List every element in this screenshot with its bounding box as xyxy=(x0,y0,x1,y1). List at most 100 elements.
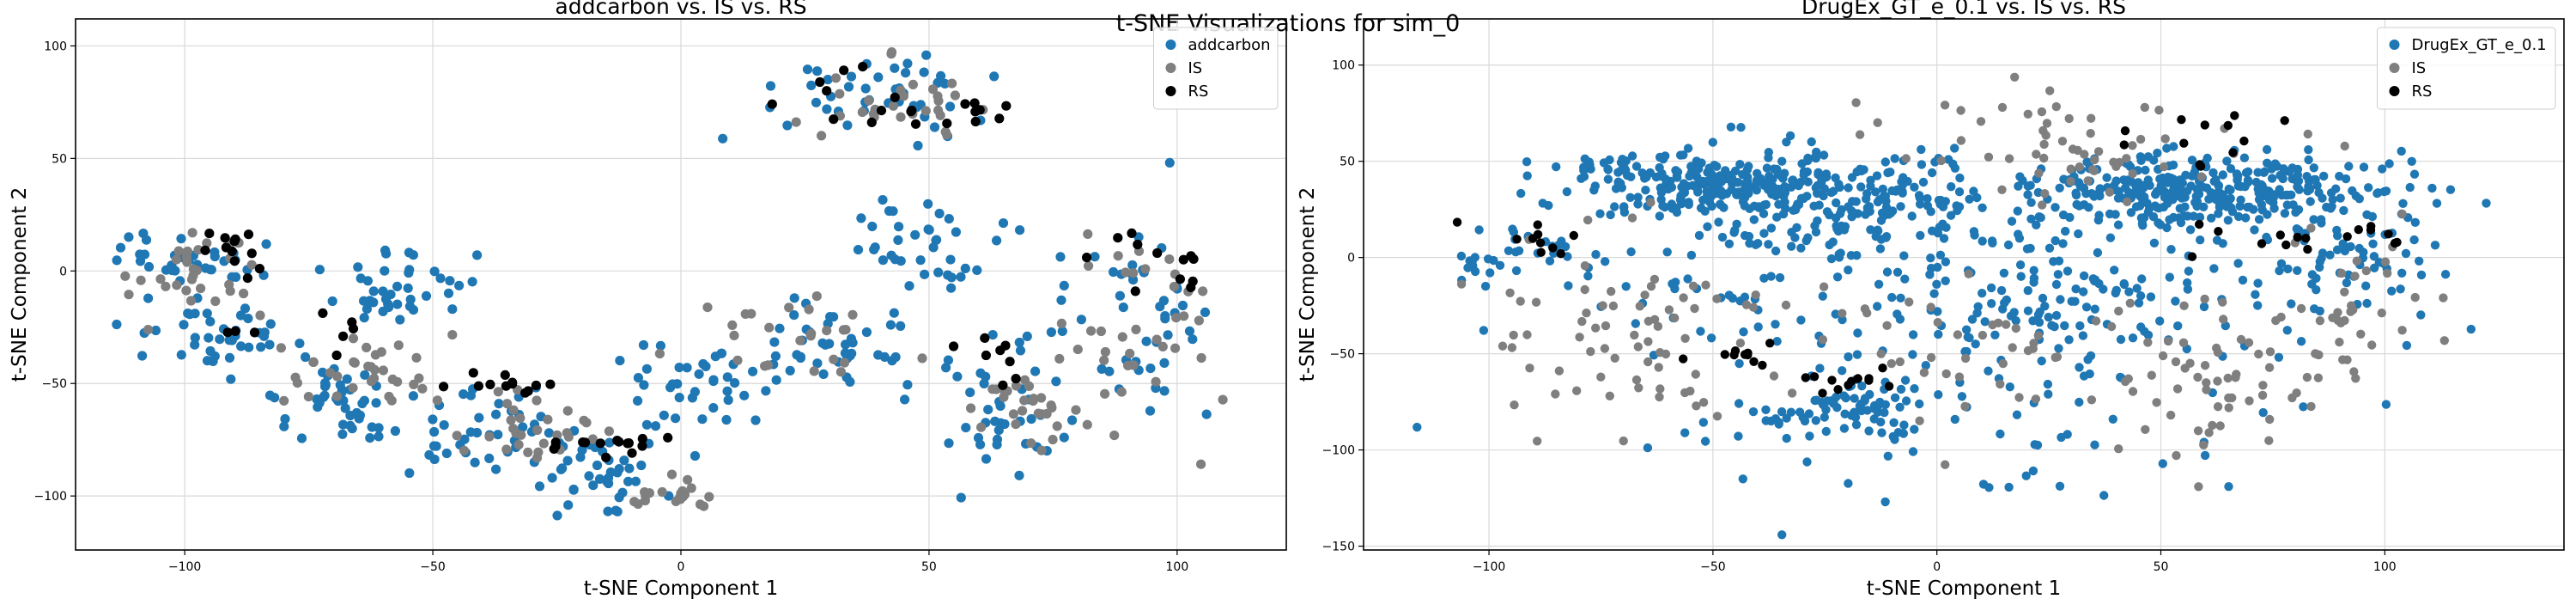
y-tick-label: 50 xyxy=(52,152,67,166)
point-is xyxy=(2057,137,2068,146)
point-rs xyxy=(230,326,240,336)
point-is xyxy=(2140,102,2149,113)
point-rs xyxy=(980,333,990,343)
point-is xyxy=(1151,376,1161,387)
point-drugex-gt-e-0-1 xyxy=(2305,185,2315,194)
point-drugex-gt-e-0-1 xyxy=(1734,399,1744,408)
point-addcarbon xyxy=(1201,409,1212,419)
point-addcarbon xyxy=(258,331,270,341)
point-is xyxy=(1196,352,1206,364)
point-addcarbon xyxy=(887,356,897,366)
point-addcarbon xyxy=(380,266,390,276)
point-drugex-gt-e-0-1 xyxy=(2341,174,2351,184)
point-is xyxy=(506,415,516,425)
point-addcarbon xyxy=(823,75,833,85)
point-rs xyxy=(942,119,952,129)
point-drugex-gt-e-0-1 xyxy=(2146,292,2156,302)
point-drugex-gt-e-0-1 xyxy=(1463,263,1473,272)
point-is xyxy=(1698,398,1709,407)
point-is xyxy=(193,245,204,255)
point-is xyxy=(1011,381,1022,391)
point-addcarbon xyxy=(594,474,605,485)
point-drugex-gt-e-0-1 xyxy=(1603,174,1613,184)
point-is xyxy=(864,95,874,106)
point-addcarbon xyxy=(861,327,872,338)
point-addcarbon xyxy=(179,320,189,330)
point-drugex-gt-e-0-1 xyxy=(2023,190,2032,199)
point-addcarbon xyxy=(176,234,186,244)
point-addcarbon xyxy=(301,351,311,363)
point-drugex-gt-e-0-1 xyxy=(2007,217,2017,226)
point-is xyxy=(393,340,404,351)
point-addcarbon xyxy=(319,390,330,400)
point-drugex-gt-e-0-1 xyxy=(2326,188,2336,198)
point-is xyxy=(2313,373,2324,382)
point-is xyxy=(2004,154,2014,163)
point-is xyxy=(2032,150,2041,159)
point-addcarbon xyxy=(404,468,415,479)
point-addcarbon xyxy=(615,356,625,366)
point-drugex-gt-e-0-1 xyxy=(1839,225,1850,235)
point-rs xyxy=(839,65,849,76)
point-drugex-gt-e-0-1 xyxy=(1752,186,1761,195)
point-is xyxy=(897,90,908,101)
point-rs xyxy=(998,380,1008,390)
point-drugex-gt-e-0-1 xyxy=(1735,160,1745,169)
point-addcarbon xyxy=(381,248,392,259)
point-addcarbon xyxy=(1109,266,1119,278)
point-drugex-gt-e-0-1 xyxy=(1851,420,1862,430)
point-is xyxy=(2152,398,2161,407)
point-rs xyxy=(550,437,561,448)
point-addcarbon xyxy=(846,71,857,82)
point-addcarbon xyxy=(518,422,528,432)
point-is xyxy=(246,260,257,270)
point-drugex-gt-e-0-1 xyxy=(2339,205,2348,216)
point-rs xyxy=(866,117,877,127)
point-is xyxy=(2367,340,2377,350)
point-drugex-gt-e-0-1 xyxy=(1599,158,1609,168)
point-drugex-gt-e-0-1 xyxy=(2326,204,2336,213)
point-drugex-gt-e-0-1 xyxy=(1946,211,1956,220)
point-drugex-gt-e-0-1 xyxy=(2131,189,2142,199)
point-is xyxy=(182,246,192,257)
point-drugex-gt-e-0-1 xyxy=(2081,189,2091,199)
point-rs xyxy=(2384,229,2393,239)
point-drugex-gt-e-0-1 xyxy=(1953,205,1962,216)
point-is xyxy=(1011,419,1021,430)
point-drugex-gt-e-0-1 xyxy=(2218,170,2227,180)
point-is xyxy=(2244,338,2254,347)
point-is xyxy=(2336,268,2347,278)
point-drugex-gt-e-0-1 xyxy=(2113,220,2123,229)
point-rs xyxy=(242,273,252,284)
point-is xyxy=(762,360,774,370)
point-addcarbon xyxy=(355,273,366,284)
point-drugex-gt-e-0-1 xyxy=(1851,197,1861,206)
point-is xyxy=(581,418,592,428)
point-rs xyxy=(2280,116,2289,125)
point-is xyxy=(1690,303,1699,314)
point-is xyxy=(2340,287,2349,296)
point-is xyxy=(1128,268,1139,278)
point-drugex-gt-e-0-1 xyxy=(1564,281,1573,290)
point-is xyxy=(2042,119,2052,128)
point-addcarbon xyxy=(603,506,613,516)
point-is xyxy=(2011,323,2020,333)
point-drugex-gt-e-0-1 xyxy=(2012,410,2022,419)
point-addcarbon xyxy=(605,437,615,448)
point-is xyxy=(2352,256,2361,266)
point-drugex-gt-e-0-1 xyxy=(1658,183,1668,192)
point-addcarbon xyxy=(205,316,216,327)
point-drugex-gt-e-0-1 xyxy=(2362,210,2372,219)
point-drugex-gt-e-0-1 xyxy=(2332,225,2342,235)
point-drugex-gt-e-0-1 xyxy=(2015,260,2026,270)
point-is xyxy=(1608,301,1619,311)
point-drugex-gt-e-0-1 xyxy=(2284,167,2294,176)
point-drugex-gt-e-0-1 xyxy=(1667,182,1677,192)
point-is xyxy=(1026,438,1036,449)
point-addcarbon xyxy=(240,303,251,314)
legend-label: DrugEx_GT_e_0.1 xyxy=(2412,36,2547,54)
legend: addcarbon IS RS xyxy=(1153,27,1279,110)
point-drugex-gt-e-0-1 xyxy=(1978,289,1987,298)
point-rs xyxy=(243,229,254,240)
point-addcarbon xyxy=(1118,302,1128,313)
